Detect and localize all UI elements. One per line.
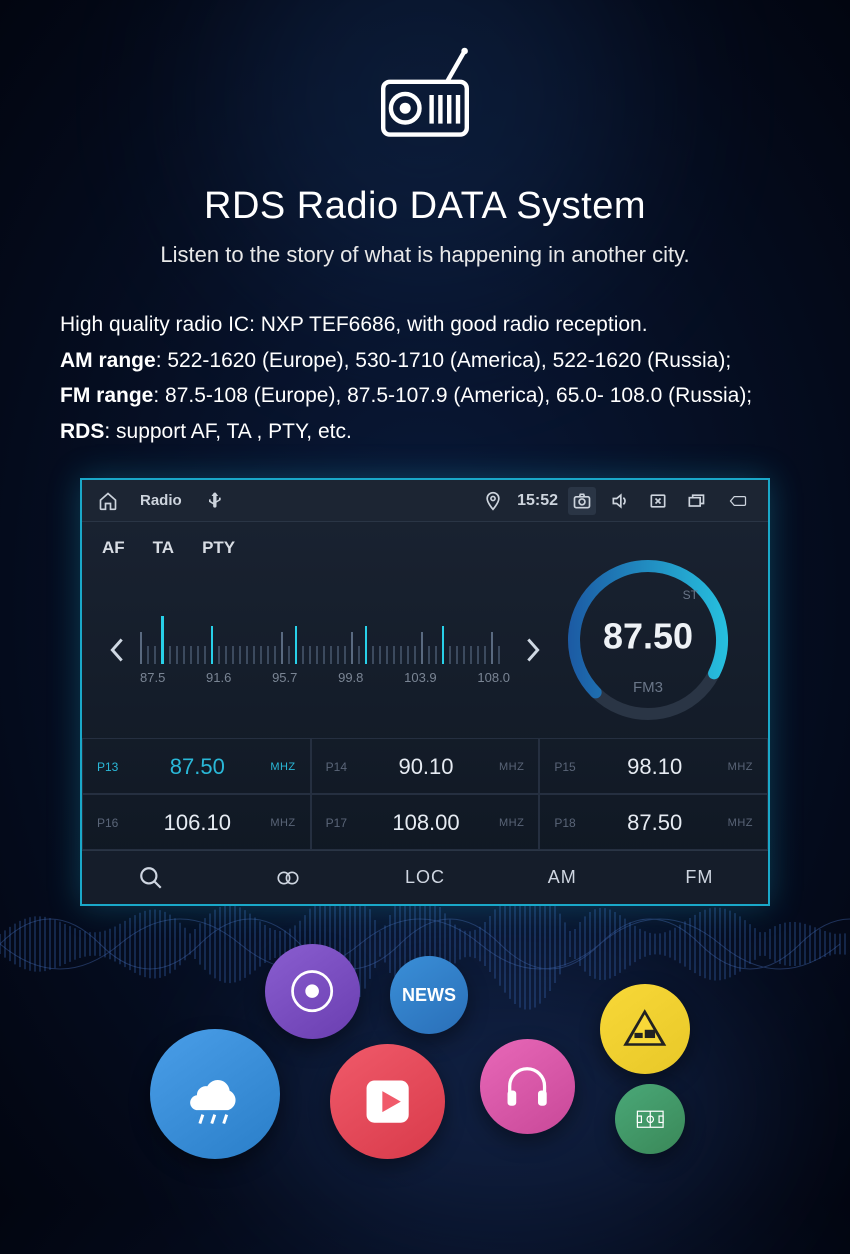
preset-label: P14 [326, 760, 368, 774]
presets-grid: P1387.50MHZP1490.10MHZP1598.10MHZP16106.… [82, 738, 768, 850]
page-subtitle: Listen to the story of what is happening… [0, 242, 850, 268]
dial-band: FM3 [633, 679, 663, 696]
preset-freq: 108.00 [368, 810, 485, 836]
preset-freq: 87.50 [139, 754, 256, 780]
preset-freq: 87.50 [596, 810, 713, 836]
dial-frequency: 87.50 [603, 616, 693, 658]
stereo-button[interactable] [219, 851, 356, 904]
clock: 15:52 [517, 492, 558, 510]
spec-am: AM range: 522-1620 (Europe), 530-1710 (A… [60, 344, 790, 378]
preset-unit: MHZ [484, 761, 524, 773]
preset-label: P16 [97, 816, 139, 830]
preset-unit: MHZ [713, 761, 753, 773]
music-bubble[interactable] [265, 944, 360, 1039]
tab-pty[interactable]: PTY [202, 538, 235, 558]
headphones-bubble[interactable] [480, 1039, 575, 1134]
status-bar: Radio 15:52 [82, 480, 768, 522]
home-icon[interactable] [94, 487, 122, 515]
preset-unit: MHZ [256, 817, 296, 829]
preset-freq: 106.10 [139, 810, 256, 836]
camera-icon[interactable] [568, 487, 596, 515]
preset-p14[interactable]: P1490.10MHZ [311, 738, 540, 794]
warning-bubble[interactable] [600, 984, 690, 1074]
preset-label: P15 [554, 760, 596, 774]
multitask-icon[interactable] [682, 487, 710, 515]
fm-button[interactable]: FM [631, 851, 768, 904]
loc-button[interactable]: LOC [356, 851, 493, 904]
app-bubbles: NEWS [0, 924, 850, 1184]
frequency-scale[interactable] [140, 606, 510, 664]
preset-unit: MHZ [484, 817, 524, 829]
weather-bubble[interactable] [150, 1029, 280, 1159]
radio-device-screenshot: Radio 15:52 [80, 478, 770, 906]
tab-af[interactable]: AF [102, 538, 125, 558]
tab-ta[interactable]: TA [153, 538, 174, 558]
spec-ic: High quality radio IC: NXP TEF6686, with… [60, 308, 790, 342]
frequency-dial[interactable]: ST 87.50 FM3 [558, 550, 738, 730]
preset-p15[interactable]: P1598.10MHZ [539, 738, 768, 794]
spec-rds: RDS: support AF, TA , PTY, etc. [60, 415, 790, 449]
preset-unit: MHZ [713, 817, 753, 829]
preset-p17[interactable]: P17108.00MHZ [311, 794, 540, 850]
speaker-icon[interactable] [606, 487, 634, 515]
close-app-icon[interactable] [644, 487, 672, 515]
preset-label: P13 [97, 760, 139, 774]
preset-p13[interactable]: P1387.50MHZ [82, 738, 311, 794]
preset-p16[interactable]: P16106.10MHZ [82, 794, 311, 850]
preset-label: P17 [326, 816, 368, 830]
back-icon[interactable] [720, 487, 756, 515]
usb-icon [200, 487, 228, 515]
scale-labels: 87.5 91.6 95.7 99.8 103.9 108.0 [140, 670, 510, 695]
sports-bubble[interactable] [615, 1084, 685, 1154]
tune-left-button[interactable] [102, 625, 132, 675]
news-bubble[interactable]: NEWS [390, 956, 468, 1034]
tune-right-button[interactable] [518, 625, 548, 675]
page-title: RDS Radio DATA System [0, 185, 850, 228]
play-bubble[interactable] [330, 1044, 445, 1159]
search-button[interactable] [82, 851, 219, 904]
preset-freq: 98.10 [596, 754, 713, 780]
preset-p18[interactable]: P1887.50MHZ [539, 794, 768, 850]
specs-block: High quality radio IC: NXP TEF6686, with… [0, 308, 850, 448]
bottom-bar: LOC AM FM [82, 850, 768, 904]
dial-st-label: ST [683, 588, 698, 602]
hero-radio-icon [0, 40, 850, 155]
am-button[interactable]: AM [494, 851, 631, 904]
preset-unit: MHZ [256, 761, 296, 773]
preset-freq: 90.10 [368, 754, 485, 780]
app-title: Radio [140, 492, 182, 509]
spec-fm: FM range: 87.5-108 (Europe), 87.5-107.9 … [60, 379, 790, 413]
preset-label: P18 [554, 816, 596, 830]
location-icon[interactable] [479, 487, 507, 515]
